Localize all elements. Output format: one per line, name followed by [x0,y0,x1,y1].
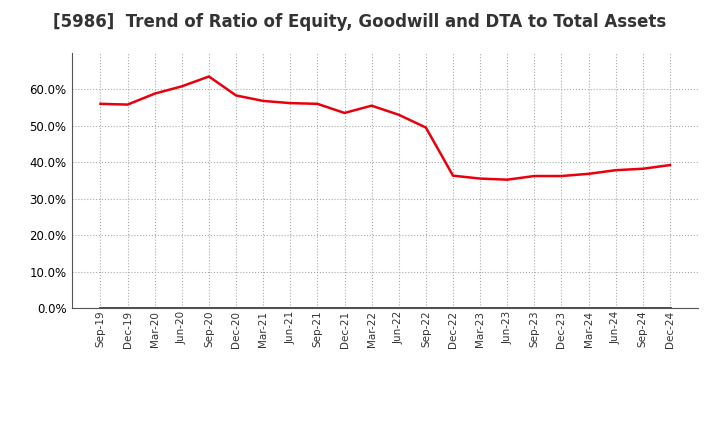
Equity [476,176,485,181]
Equity [341,110,349,116]
Goodwill [421,305,430,311]
Equity [395,112,403,117]
Deferred Tax Assets [96,305,105,311]
Equity [449,173,457,178]
Deferred Tax Assets [476,305,485,311]
Deferred Tax Assets [313,305,322,311]
Equity [96,101,105,106]
Equity [313,101,322,106]
Deferred Tax Assets [639,305,647,311]
Goodwill [204,305,213,311]
Goodwill [395,305,403,311]
Deferred Tax Assets [665,305,674,311]
Deferred Tax Assets [150,305,159,311]
Deferred Tax Assets [341,305,349,311]
Goodwill [611,305,620,311]
Goodwill [259,305,268,311]
Deferred Tax Assets [367,305,376,311]
Goodwill [503,305,511,311]
Equity [123,102,132,107]
Goodwill [476,305,485,311]
Deferred Tax Assets [421,305,430,311]
Deferred Tax Assets [286,305,294,311]
Equity [530,173,539,179]
Goodwill [639,305,647,311]
Goodwill [150,305,159,311]
Goodwill [557,305,566,311]
Deferred Tax Assets [259,305,268,311]
Goodwill [286,305,294,311]
Deferred Tax Assets [557,305,566,311]
Deferred Tax Assets [584,305,593,311]
Deferred Tax Assets [395,305,403,311]
Text: [5986]  Trend of Ratio of Equity, Goodwill and DTA to Total Assets: [5986] Trend of Ratio of Equity, Goodwil… [53,13,667,31]
Equity [421,125,430,130]
Goodwill [123,305,132,311]
Deferred Tax Assets [503,305,511,311]
Goodwill [530,305,539,311]
Equity [584,171,593,176]
Deferred Tax Assets [123,305,132,311]
Goodwill [232,305,240,311]
Equity [367,103,376,108]
Goodwill [178,305,186,311]
Deferred Tax Assets [204,305,213,311]
Equity [665,162,674,168]
Equity [557,173,566,179]
Equity [611,168,620,173]
Goodwill [449,305,457,311]
Line: Equity: Equity [101,77,670,180]
Deferred Tax Assets [611,305,620,311]
Deferred Tax Assets [449,305,457,311]
Equity [503,177,511,182]
Equity [150,91,159,96]
Goodwill [341,305,349,311]
Deferred Tax Assets [232,305,240,311]
Equity [639,166,647,171]
Goodwill [665,305,674,311]
Equity [204,74,213,79]
Goodwill [584,305,593,311]
Goodwill [313,305,322,311]
Goodwill [96,305,105,311]
Equity [259,98,268,103]
Deferred Tax Assets [178,305,186,311]
Deferred Tax Assets [530,305,539,311]
Equity [232,93,240,98]
Goodwill [367,305,376,311]
Equity [286,100,294,106]
Equity [178,84,186,89]
